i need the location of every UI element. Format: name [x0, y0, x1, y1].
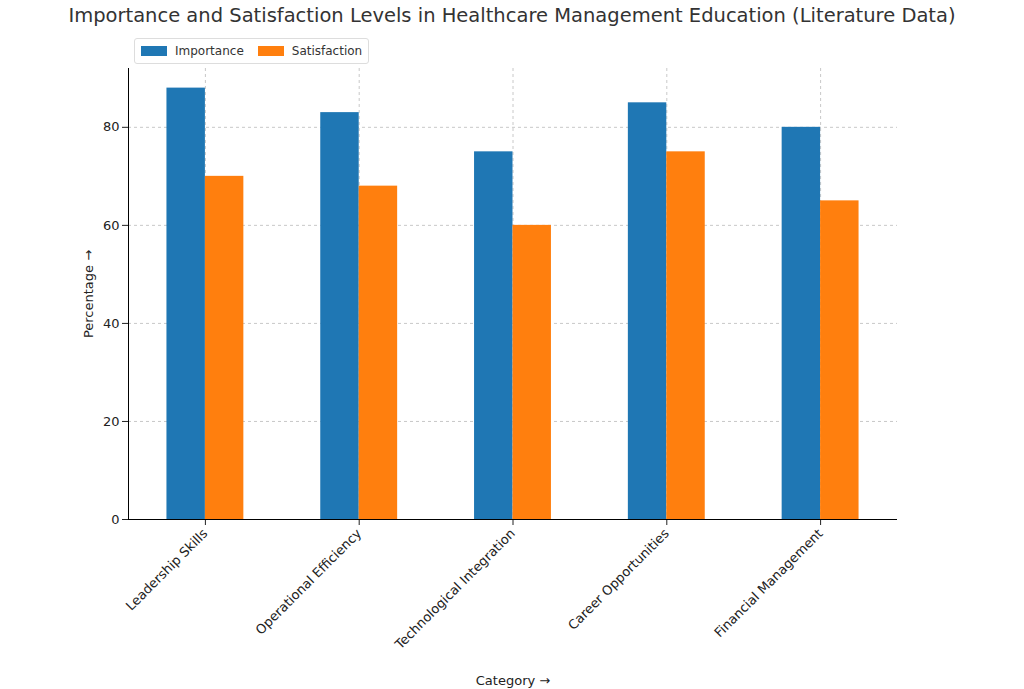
svg-text:Category →: Category → — [476, 673, 551, 688]
svg-text:20: 20 — [103, 414, 120, 429]
svg-text:80: 80 — [103, 119, 120, 134]
svg-text:60: 60 — [103, 218, 120, 233]
svg-text:Career Opportunities: Career Opportunities — [565, 526, 672, 633]
html-text:Importance: Importance — [175, 44, 244, 58]
svg-text:Technological Integration: Technological Integration — [391, 526, 518, 653]
svg-text:Financial Management: Financial Management — [711, 526, 825, 640]
html-text:Importance and Satisfaction Le: Importance and Satisfaction Levels in He… — [68, 4, 956, 27]
svg-text:Percentage →: Percentage → — [81, 250, 96, 338]
html-text:Satisfaction: Satisfaction — [291, 44, 363, 58]
svg-text:Operational Efficiency: Operational Efficiency — [253, 526, 365, 638]
svg-text:0: 0 — [111, 512, 119, 527]
svg-text:Leadership Skills: Leadership Skills — [123, 526, 211, 614]
svg-text:40: 40 — [103, 316, 120, 331]
